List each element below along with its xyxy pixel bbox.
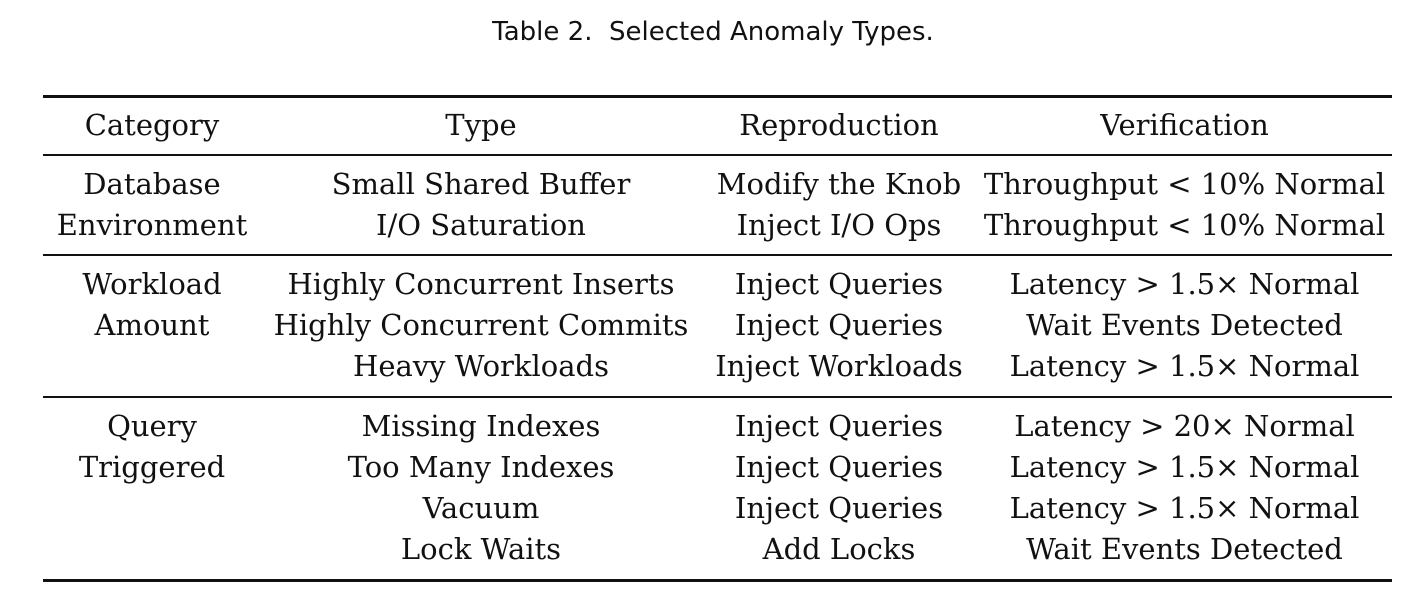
type-cell: Missing Indexes — [361, 409, 601, 443]
category-cell: Query — [107, 409, 197, 443]
table-row: Database Small Shared Buffer Modify the … — [43, 164, 1392, 205]
verification-cell: Wait Events Detected — [1026, 308, 1343, 342]
reproduction-cell: Add Locks — [762, 532, 916, 566]
verification-cell: Latency > 1.5× Normal — [1009, 267, 1360, 301]
table-bottom-rule — [43, 579, 1392, 582]
type-cell: Small Shared Buffer — [331, 167, 631, 201]
table-row: Triggered Too Many Indexes Inject Querie… — [43, 447, 1392, 488]
verification-cell: Latency > 1.5× Normal — [1009, 450, 1360, 484]
category-cell: Environment — [56, 208, 248, 242]
reproduction-cell: Inject I/O Ops — [736, 208, 942, 242]
verification-cell: Latency > 20× Normal — [1014, 409, 1355, 443]
type-cell: Highly Concurrent Commits — [273, 308, 689, 342]
table-row: Heavy Workloads Inject Workloads Latency… — [43, 346, 1392, 387]
group-separator-rule — [43, 254, 1392, 256]
verification-cell: Throughput < 10% Normal — [983, 167, 1386, 201]
header-reproduction: Reproduction — [739, 108, 939, 142]
header-type: Type — [445, 108, 517, 142]
table-row: Environment I/O Saturation Inject I/O Op… — [43, 205, 1392, 246]
table-row: Workload Highly Concurrent Inserts Injec… — [43, 264, 1392, 305]
reproduction-cell: Modify the Knob — [716, 167, 962, 201]
table-row: Amount Highly Concurrent Commits Inject … — [43, 305, 1392, 346]
type-cell: Highly Concurrent Inserts — [287, 267, 675, 301]
reproduction-cell: Inject Queries — [734, 267, 944, 301]
category-cell: Database — [83, 167, 221, 201]
reproduction-cell: Inject Queries — [734, 491, 944, 525]
category-cell: Amount — [94, 308, 210, 342]
header-row: Category Type Reproduction Verification — [43, 105, 1392, 146]
header-verification: Verification — [1100, 108, 1269, 142]
header-category: Category — [84, 108, 220, 142]
reproduction-cell: Inject Queries — [734, 450, 944, 484]
header-rule — [43, 154, 1392, 156]
table-top-rule — [43, 95, 1392, 98]
reproduction-cell: Inject Workloads — [715, 349, 963, 383]
type-cell: Heavy Workloads — [353, 349, 609, 383]
type-cell: Too Many Indexes — [347, 450, 615, 484]
verification-cell: Latency > 1.5× Normal — [1009, 491, 1360, 525]
table-row: Vacuum Inject Queries Latency > 1.5× Nor… — [43, 488, 1392, 529]
group-separator-rule — [43, 396, 1392, 398]
table-row: Query Missing Indexes Inject Queries Lat… — [43, 406, 1392, 447]
verification-cell: Latency > 1.5× Normal — [1009, 349, 1360, 383]
category-cell: Workload — [82, 267, 222, 301]
type-cell: I/O Saturation — [376, 208, 586, 242]
verification-cell: Throughput < 10% Normal — [983, 208, 1386, 242]
reproduction-cell: Inject Queries — [734, 409, 944, 443]
type-cell: Vacuum — [422, 491, 540, 525]
verification-cell: Wait Events Detected — [1026, 532, 1343, 566]
category-cell: Triggered — [78, 450, 226, 484]
reproduction-cell: Inject Queries — [734, 308, 944, 342]
table-row: Lock Waits Add Locks Wait Events Detecte… — [43, 529, 1392, 570]
type-cell: Lock Waits — [400, 532, 562, 566]
table-caption: Table 2. Selected Anomaly Types. — [492, 17, 934, 47]
